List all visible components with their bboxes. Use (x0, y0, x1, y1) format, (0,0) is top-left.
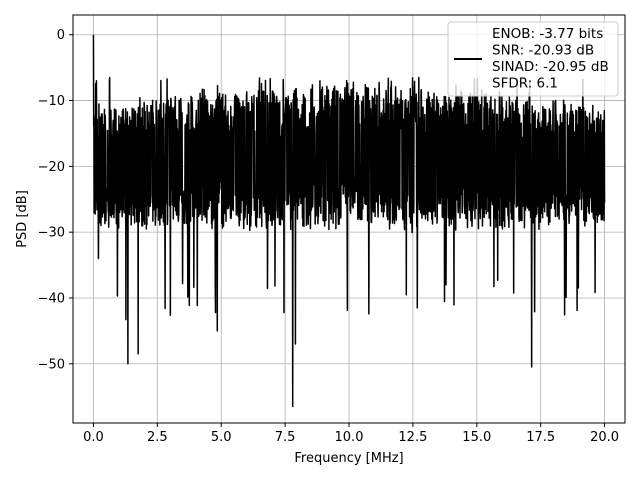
y-tick-label: 0 (57, 28, 65, 43)
legend-sinad-label: SINAD: -20.95 dB (492, 59, 609, 75)
x-axis-label: Frequency [MHz] (294, 451, 403, 466)
legend-enob-label: ENOB: -3.77 bits (492, 26, 603, 42)
psd-series-line (92, 34, 606, 408)
psd-series (92, 34, 606, 408)
y-tick-label: −20 (38, 160, 65, 175)
legend: ENOB: -3.77 bits SNR: -20.93 dB SINAD: -… (447, 21, 619, 97)
y-tick-label: −10 (38, 94, 65, 109)
y-tick-label: −30 (38, 226, 65, 241)
x-tick-label: 15.0 (462, 430, 491, 445)
legend-sfdr-label: SFDR: 6.1 (492, 76, 558, 92)
x-tick-label: 5.0 (211, 430, 232, 445)
legend-snr-label: SNR: -20.93 dB (492, 43, 594, 59)
x-tick-label: 10.0 (335, 430, 364, 445)
x-tick-label: 2.5 (147, 430, 168, 445)
y-axis-label: PSD [dB] (15, 190, 30, 248)
x-tick-label: 17.5 (526, 430, 555, 445)
x-tick-label: 12.5 (398, 430, 427, 445)
x-tick-label: 0.0 (83, 430, 104, 445)
y-tick-label: −50 (38, 357, 65, 372)
x-tick-label: 20.0 (590, 430, 619, 445)
legend-box (447, 21, 619, 97)
axis-ticks: 0.0 2.5 5.0 7.5 10.0 12.5 15.0 17.5 20.0 0 −10 −20 −… (38, 28, 619, 445)
x-tick-label: 7.5 (275, 430, 296, 445)
y-tick-label: −40 (38, 291, 65, 306)
